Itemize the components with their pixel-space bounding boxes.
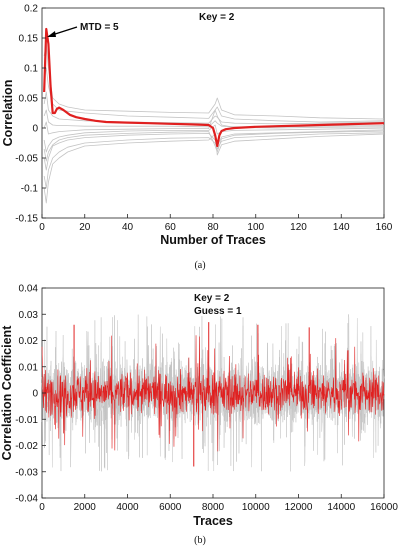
panel-b: 0 2000 4000 6000 8000 10000 12000 14000 16000 -0.…: [0, 284, 398, 547]
y-axis-title-b: Correlation Coefficient: [0, 325, 14, 461]
x-tick-label-a: 40: [122, 222, 134, 233]
y-tick-label-b: 0.03: [19, 310, 39, 321]
x-tick-label-b: 14000: [327, 502, 355, 513]
series-group-b: [41, 314, 385, 472]
y-tick-label-a: -0.05: [15, 154, 38, 165]
y-tick-label-a: 0.05: [19, 94, 39, 105]
x-tick-label-b: 0: [39, 502, 45, 513]
series-line-highlight: [43, 27, 385, 148]
x-tick-label-a: 100: [247, 222, 264, 233]
series-line-other: [43, 132, 385, 189]
series-line-other: [43, 129, 385, 171]
axis-ticks-b: 0 2000 4000 6000 8000 10000 12000 14000 16000 -0.…: [15, 284, 398, 514]
series-line-other: [43, 91, 385, 125]
series-group-a: [43, 27, 385, 204]
x-tick-label-b: 6000: [159, 502, 182, 513]
mtd-annotation: MTD = 5: [47, 22, 119, 37]
x-tick-label-a: 60: [165, 222, 177, 233]
mtd-arrow: [51, 26, 78, 36]
series-line-other: [43, 130, 385, 162]
x-tick-label-a: 20: [79, 222, 91, 233]
y-tick-label-b: 0.04: [19, 284, 39, 295]
y-tick-label-b: -0.04: [15, 494, 38, 505]
x-tick-label-b: 2000: [74, 502, 97, 513]
y-tick-label-a: 0.1: [24, 64, 38, 75]
panel-a: 0 20 40 60 80 100 120 140 160 -0.15 -0.1 -0.05 0 0.05…: [1, 4, 393, 272]
guess-label-b: Guess = 1: [194, 306, 242, 317]
y-tick-label-b: -0.03: [15, 467, 38, 478]
y-tick-label-b: 0.02: [19, 336, 39, 347]
y-tick-label-a: -0.15: [15, 214, 38, 225]
series-line-other: [43, 124, 385, 153]
y-tick-label-a: 0.15: [19, 34, 39, 45]
y-tick-label-b: 0: [32, 389, 38, 400]
x-tick-label-b: 12000: [285, 502, 313, 513]
mtd-arrowhead: [47, 31, 56, 37]
x-axis-title-b: Traces: [193, 514, 233, 528]
x-tick-label-b: 10000: [242, 502, 270, 513]
x-tick-label-a: 0: [39, 222, 45, 233]
x-tick-label-a: 140: [333, 222, 350, 233]
y-tick-label-a: 0.2: [24, 4, 38, 15]
caption-a: (a): [194, 260, 205, 271]
mtd-label: MTD = 5: [80, 22, 119, 33]
x-tick-label-a: 80: [207, 222, 219, 233]
y-tick-label-b: 0.01: [19, 362, 39, 373]
key-label-b: Key = 2: [194, 293, 230, 304]
y-tick-label-a: -0.1: [21, 184, 39, 195]
x-tick-label-a: 160: [376, 222, 393, 233]
x-tick-label-b: 4000: [116, 502, 139, 513]
x-tick-label-a: 120: [290, 222, 307, 233]
x-tick-label-b: 8000: [202, 502, 225, 513]
axis-ticks-a: 0 20 40 60 80 100 120 140 160 -0.15 -0.1 -0.05 0 0.05…: [15, 4, 393, 234]
key-label-a: Key = 2: [199, 12, 235, 23]
y-axis-title-a: Correlation: [1, 80, 15, 147]
x-tick-label-b: 16000: [370, 502, 398, 513]
x-axis-title-a: Number of Traces: [160, 233, 266, 247]
y-tick-label-b: -0.02: [15, 441, 38, 452]
caption-b: (b): [194, 535, 206, 546]
y-tick-label-a: 0: [32, 124, 38, 135]
series-line-other: [43, 133, 385, 204]
series-line-highlight: [41, 335, 385, 452]
y-tick-label-b: -0.01: [15, 415, 38, 426]
